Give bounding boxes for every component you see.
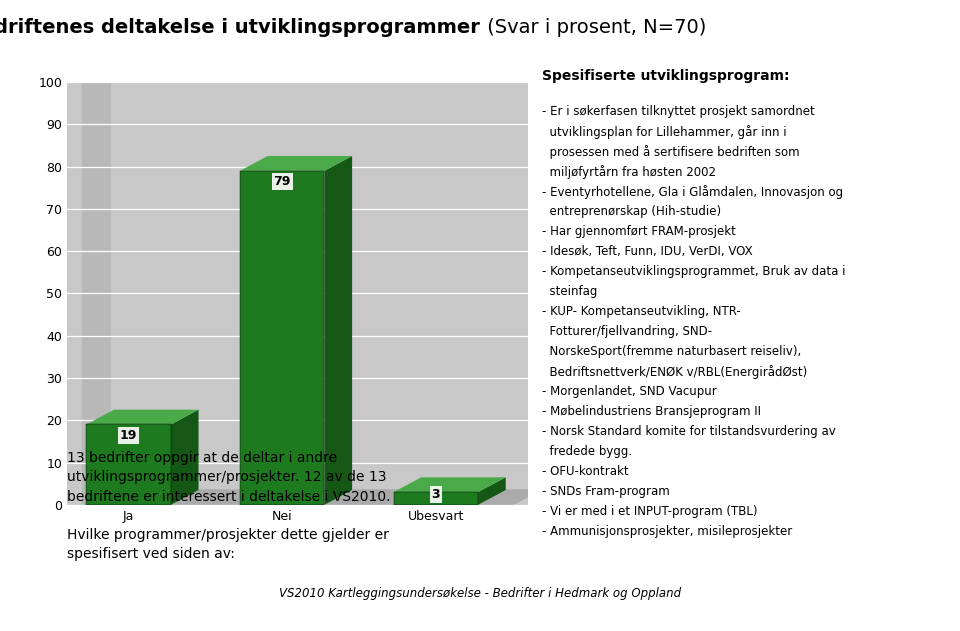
Text: - Vi er med i et INPUT-program (TBL): - Vi er med i et INPUT-program (TBL): [542, 505, 757, 518]
Polygon shape: [394, 477, 506, 492]
Text: (Svar i prosent, N=70): (Svar i prosent, N=70): [481, 18, 707, 37]
Text: utviklingsprogrammer/prosjekter. 12 av de 13: utviklingsprogrammer/prosjekter. 12 av d…: [67, 470, 387, 485]
Text: bedriftene er interessert i deltakelse i VS2010.: bedriftene er interessert i deltakelse i…: [67, 490, 391, 504]
Polygon shape: [324, 156, 352, 505]
Text: miljøfyrtårn fra høsten 2002: miljøfyrtårn fra høsten 2002: [542, 165, 716, 179]
Text: - Er i søkerfasen tilknyttet prosjekt samordnet: - Er i søkerfasen tilknyttet prosjekt sa…: [542, 105, 815, 118]
Text: fredede bygg.: fredede bygg.: [542, 445, 633, 458]
Text: utviklingsplan for Lillehammer, går inn i: utviklingsplan for Lillehammer, går inn …: [542, 125, 787, 139]
Bar: [240, 171, 324, 505]
Polygon shape: [171, 410, 199, 505]
Text: VS2010 Kartleggingsundersøkelse - Bedrifter i Hedmark og Oppland: VS2010 Kartleggingsundersøkelse - Bedrif…: [279, 587, 681, 600]
Text: spesifisert ved siden av:: spesifisert ved siden av:: [67, 547, 235, 561]
Text: 13 bedrifter oppgir at de deltar i andre: 13 bedrifter oppgir at de deltar i andre: [67, 451, 337, 465]
Text: NorskeSport(fremme naturbasert reiseliv),: NorskeSport(fremme naturbasert reiseliv)…: [542, 345, 802, 358]
Bar: [394, 492, 478, 505]
Text: - Har gjennomført FRAM-prosjekt: - Har gjennomført FRAM-prosjekt: [542, 225, 736, 238]
Text: 79: 79: [274, 175, 291, 188]
Bar: [86, 425, 171, 505]
Polygon shape: [83, 490, 540, 505]
Text: steinfag: steinfag: [542, 285, 598, 298]
Polygon shape: [240, 156, 352, 171]
Text: - Eventyrhotellene, Gla i Glåmdalen, Innovasjon og: - Eventyrhotellene, Gla i Glåmdalen, Inn…: [542, 185, 844, 199]
Text: - OFU-kontrakt: - OFU-kontrakt: [542, 465, 629, 478]
Text: - Kompetanseutviklingsprogrammet, Bruk av data i: - Kompetanseutviklingsprogrammet, Bruk a…: [542, 265, 846, 278]
Text: - Norsk Standard komite for tilstandsvurdering av: - Norsk Standard komite for tilstandsvur…: [542, 425, 836, 439]
Text: 19: 19: [120, 428, 137, 442]
Text: - Ammunisjonsprosjekter, misileprosjekter: - Ammunisjonsprosjekter, misileprosjekte…: [542, 526, 793, 538]
Text: - Idesøk, Teft, Funn, IDU, VerDI, VOX: - Idesøk, Teft, Funn, IDU, VerDI, VOX: [542, 245, 753, 258]
Text: Bedriftsnettverk/ENØK v/RBL(EnergirådØst): Bedriftsnettverk/ENØK v/RBL(EnergirådØst…: [542, 365, 807, 379]
Polygon shape: [86, 410, 199, 425]
Text: Bedriftenes deltakelse i utviklingsprogrammer: Bedriftenes deltakelse i utviklingsprogr…: [0, 18, 480, 37]
Text: - SNDs Fram-program: - SNDs Fram-program: [542, 485, 670, 498]
Text: 3: 3: [432, 488, 440, 501]
Text: Spesifiserte utviklingsprogram:: Spesifiserte utviklingsprogram:: [542, 69, 790, 83]
Text: prosessen med å sertifisere bedriften som: prosessen med å sertifisere bedriften so…: [542, 145, 800, 159]
Text: Bedriftenes deltakelse i utviklingsprogrammer (Svar i prosent, N=70): Bedriftenes deltakelse i utviklingsprogr…: [141, 18, 819, 37]
Text: - Møbelindustriens Bransjeprogram II: - Møbelindustriens Bransjeprogram II: [542, 405, 761, 418]
Polygon shape: [83, 68, 110, 505]
Text: entreprenørskap (Hih-studie): entreprenørskap (Hih-studie): [542, 205, 722, 218]
Text: - KUP- Kompetanseutvikling, NTR-: - KUP- Kompetanseutvikling, NTR-: [542, 305, 741, 318]
Text: Hvilke programmer/prosjekter dette gjelder er: Hvilke programmer/prosjekter dette gjeld…: [67, 528, 389, 542]
Text: Fotturer/fjellvandring, SND-: Fotturer/fjellvandring, SND-: [542, 325, 712, 338]
Text: - Morgenlandet, SND Vacupur: - Morgenlandet, SND Vacupur: [542, 386, 717, 398]
Polygon shape: [478, 477, 506, 505]
